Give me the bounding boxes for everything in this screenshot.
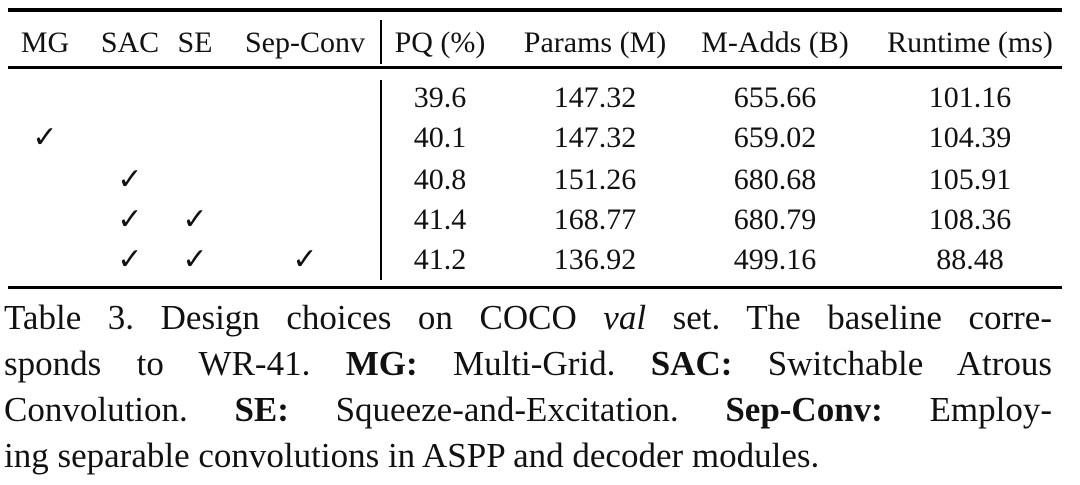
table-cell: 655.66 — [733, 81, 817, 114]
table-cell: 88.48 — [936, 243, 1004, 276]
table-cell: 499.16 — [733, 243, 817, 276]
table-cell: 41.4 — [413, 203, 467, 236]
column-divider — [380, 80, 382, 280]
check-mark: ✓ — [32, 121, 58, 154]
mid-rule — [8, 66, 1062, 69]
table-cell: 105.91 — [928, 163, 1012, 196]
top-rule — [8, 8, 1062, 12]
caption-text: Sep-Conv: — [725, 390, 883, 429]
header-cell: SE — [177, 26, 213, 59]
caption-text: sponds to WR-41. — [4, 344, 346, 383]
check-mark: ✓ — [117, 243, 143, 276]
table-cell: 680.68 — [733, 163, 817, 196]
caption-text: MG: — [345, 344, 418, 383]
caption-text: ing separable convolutions in ASPP and d… — [4, 436, 820, 475]
table-cell: 136.92 — [553, 243, 637, 276]
check-mark: ✓ — [292, 243, 318, 276]
table-cell: 147.32 — [553, 81, 637, 114]
header-cell: M-Adds (B) — [701, 26, 849, 59]
caption-text: Employ- — [882, 390, 1052, 429]
caption-text: set. The baseline corre- — [646, 298, 1052, 337]
table-cell: 151.26 — [553, 163, 637, 196]
check-mark: ✓ — [182, 203, 208, 236]
table-cell: 101.16 — [928, 81, 1012, 114]
table-cell: 41.2 — [413, 243, 467, 276]
caption-line: Table 3. Design choices on COCO val set.… — [4, 296, 1052, 340]
column-divider — [380, 20, 382, 64]
header-cell: Sep-Conv — [245, 26, 365, 59]
caption-line: Convolution. SE: Squeeze-and-Excitation.… — [4, 388, 1052, 432]
caption-line: sponds to WR-41. MG: Multi-Grid. SAC: Sw… — [4, 342, 1052, 386]
table-cell: 104.39 — [928, 121, 1012, 154]
caption-text: SAC: — [650, 344, 733, 383]
caption-line: ing separable convolutions in ASPP and d… — [4, 434, 1052, 478]
table-cell: 147.32 — [553, 121, 637, 154]
caption-text: Table 3. Design choices on COCO — [4, 298, 604, 337]
check-mark: ✓ — [117, 163, 143, 196]
caption-text: Switchable Atrous — [732, 344, 1052, 383]
caption-text: Multi-Grid. — [417, 344, 651, 383]
caption-text: SE: — [234, 390, 289, 429]
bottom-rule — [8, 286, 1062, 289]
table-cell: 108.36 — [928, 203, 1012, 236]
caption-text: Squeeze-and-Excitation. — [288, 390, 726, 429]
header-cell: MG — [20, 26, 70, 59]
table-cell: 40.8 — [413, 163, 467, 196]
header-cell: Runtime (ms) — [887, 26, 1053, 59]
caption-text: Convolution. — [4, 390, 235, 429]
header-cell: Params (M) — [523, 26, 667, 59]
table-cell: 39.6 — [413, 81, 467, 114]
check-mark: ✓ — [117, 203, 143, 236]
header-cell: SAC — [100, 26, 160, 59]
table-cell: 680.79 — [733, 203, 817, 236]
table-cell: 40.1 — [413, 121, 467, 154]
table-cell: 168.77 — [553, 203, 637, 236]
header-cell: PQ (%) — [394, 26, 486, 59]
table-cell: 659.02 — [733, 121, 817, 154]
caption-text: val — [603, 298, 647, 337]
check-mark: ✓ — [182, 243, 208, 276]
